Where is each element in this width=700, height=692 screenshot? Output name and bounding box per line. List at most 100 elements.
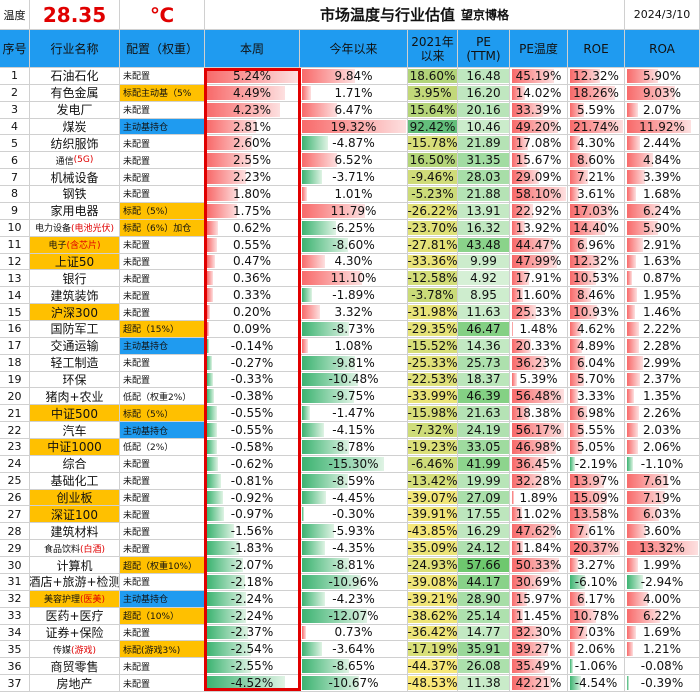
value-cell: 7.61% [568, 523, 625, 541]
value-text: 2.91% [642, 237, 682, 252]
value-text: -25.33% [408, 355, 458, 370]
value-cell: -0.62% [205, 455, 300, 473]
value-text: -4.35% [332, 541, 375, 556]
value-text: 14.40% [573, 220, 619, 235]
text: 2024/3/10 [633, 8, 691, 21]
value-cell: 16.48 [458, 68, 510, 85]
row-number: 32 [0, 590, 30, 608]
value-cell: 11.02% [510, 506, 568, 524]
value-text: 2.07% [642, 102, 682, 117]
value-text: 2.26% [642, 406, 682, 421]
value-cell: 41.99 [458, 455, 510, 473]
value-text: -22.53% [408, 372, 458, 387]
text: 房地产 [56, 676, 93, 691]
config: 未配置 [120, 455, 205, 473]
value-cell: -12.07% [300, 607, 408, 625]
config: 未配置 [120, 506, 205, 524]
config: 标配(游戏3%) [120, 641, 205, 659]
industry-name: 酒店+旅游+检测 [30, 573, 120, 591]
value-text: 6.96% [576, 237, 616, 252]
value-text: 6.52% [334, 153, 373, 168]
value-cell: -5.93% [300, 523, 408, 541]
industry-name: 环保 [30, 371, 120, 389]
config: 未配置 [120, 540, 205, 558]
industry-name: 证券+保险 [30, 624, 120, 642]
value-text: 4.92 [470, 271, 497, 286]
text: 主动基持仓 [123, 595, 169, 606]
value-cell: -23.70% [408, 219, 458, 237]
temp-unit: ℃ [120, 0, 205, 30]
value-text: -13.42% [408, 473, 458, 488]
value-text: 1.01% [334, 186, 373, 201]
text: 主动基持仓 [123, 426, 169, 437]
value-cell: 16.29 [458, 523, 510, 541]
value-text: 2.23% [232, 170, 272, 185]
value-cell: -0.08% [625, 658, 700, 676]
value-text: 15.64% [409, 102, 456, 117]
value-text: -15.78% [408, 136, 458, 151]
value-text: 6.03% [642, 507, 682, 522]
value-cell: -35.09% [408, 540, 458, 558]
value-cell: 11.63 [458, 304, 510, 321]
text: 27 [7, 507, 22, 521]
data-bar [512, 203, 534, 218]
value-cell: 49.20% [510, 118, 568, 136]
data-bar [570, 187, 579, 201]
row-number: 37 [0, 675, 30, 692]
data-bar [458, 237, 509, 252]
value-text: -8.60% [332, 237, 375, 252]
value-cell: 20.33% [510, 337, 568, 355]
row-number: 35 [0, 641, 30, 659]
value-cell: -4.23% [300, 590, 408, 608]
value-cell: -8.65% [300, 658, 408, 676]
name-note: (5G) [73, 155, 94, 166]
value-text: -2.07% [230, 558, 274, 572]
data-bar [627, 338, 640, 353]
config: 未配置 [120, 186, 205, 203]
value-cell: 18.60% [408, 68, 458, 85]
value-cell: 2.55% [205, 152, 300, 170]
text: 14 [7, 288, 22, 302]
value-text: 5.55% [576, 423, 616, 438]
data-bar [302, 237, 349, 252]
data-bar [627, 574, 643, 589]
value-cell: 3.61% [568, 186, 625, 203]
value-text: 11.38 [466, 676, 501, 691]
value-cell: -8.81% [300, 557, 408, 574]
text: 未配置 [123, 578, 151, 589]
text: 综合 [62, 457, 87, 472]
value-text: -43.85% [408, 524, 458, 539]
value-text: -5.93% [332, 524, 375, 539]
config: 未配置 [120, 354, 205, 372]
value-cell: 1.75% [205, 202, 300, 220]
value-cell: -6.10% [568, 573, 625, 591]
name-note: (含芯片) [66, 241, 101, 252]
value-cell: -1.10% [625, 455, 700, 473]
value-text: 4.23% [232, 102, 272, 117]
data-bar [627, 608, 661, 623]
data-bar [408, 321, 457, 336]
data-bar [512, 102, 544, 117]
data-bar [458, 608, 509, 623]
value-cell: 8.60% [568, 152, 625, 170]
config: 主动基持仓 [120, 590, 205, 608]
data-bar [458, 389, 509, 404]
value-cell: 3.39% [625, 169, 700, 187]
row-number: 29 [0, 540, 30, 558]
value-cell: 7.21% [568, 169, 625, 187]
value-text: 3.95% [413, 85, 452, 100]
industry-name: 商贸零售 [30, 658, 120, 676]
value-cell: -12.58% [408, 270, 458, 288]
data-bar [512, 659, 545, 674]
row-number: 4 [0, 118, 30, 136]
value-text: 1.95% [642, 288, 682, 303]
value-text: 36.45% [515, 456, 562, 471]
value-text: 10.46 [466, 119, 501, 134]
value-text: 5.59% [576, 102, 616, 117]
text: 未配置 [123, 274, 151, 285]
column-header: ROE [568, 30, 625, 68]
data-bar [207, 355, 212, 370]
value-cell: -0.55% [205, 405, 300, 423]
data-bar [627, 524, 647, 539]
value-text: 14.77 [466, 625, 501, 640]
